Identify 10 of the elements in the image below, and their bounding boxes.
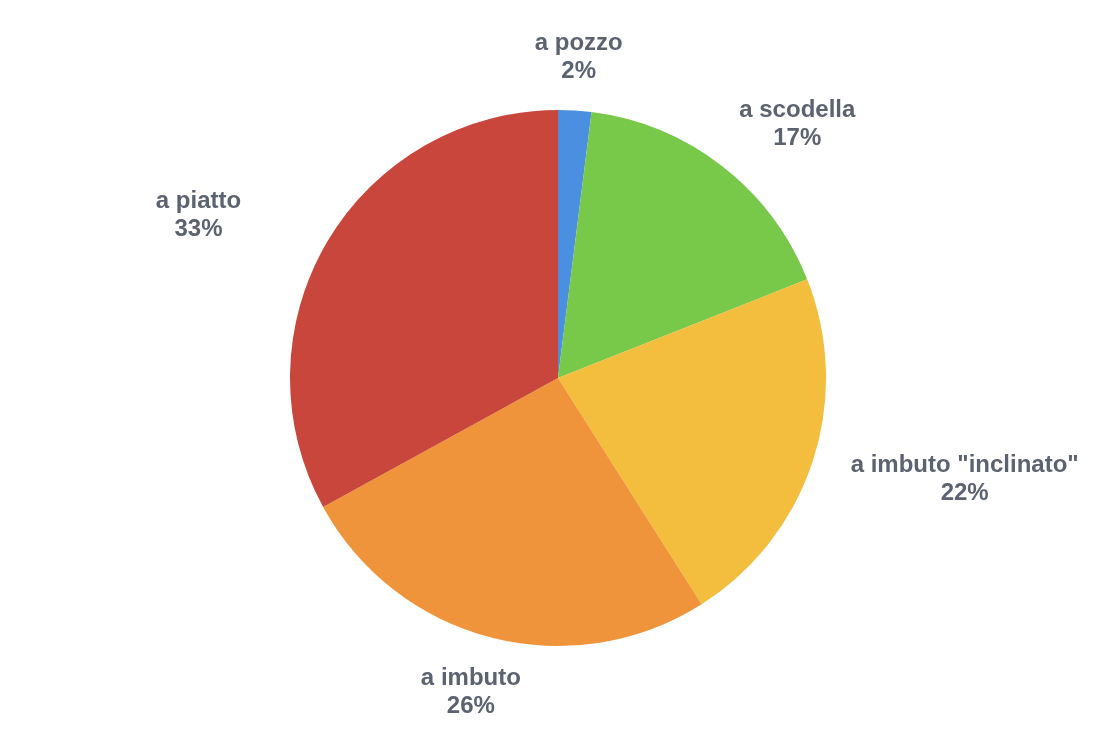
slice-label: a imbuto [420, 662, 521, 690]
slice-label: a piatto [155, 185, 242, 213]
data-label: 33% [174, 213, 223, 241]
slice-label: a pozzo [534, 27, 623, 55]
data-label: 2% [561, 55, 597, 83]
slice-label: a scodella [739, 94, 856, 122]
data-label: 17% [773, 122, 822, 150]
data-label: 22% [940, 477, 989, 505]
slice-label: a imbuto "inclinato" [850, 449, 1079, 477]
data-label: 26% [446, 690, 495, 718]
